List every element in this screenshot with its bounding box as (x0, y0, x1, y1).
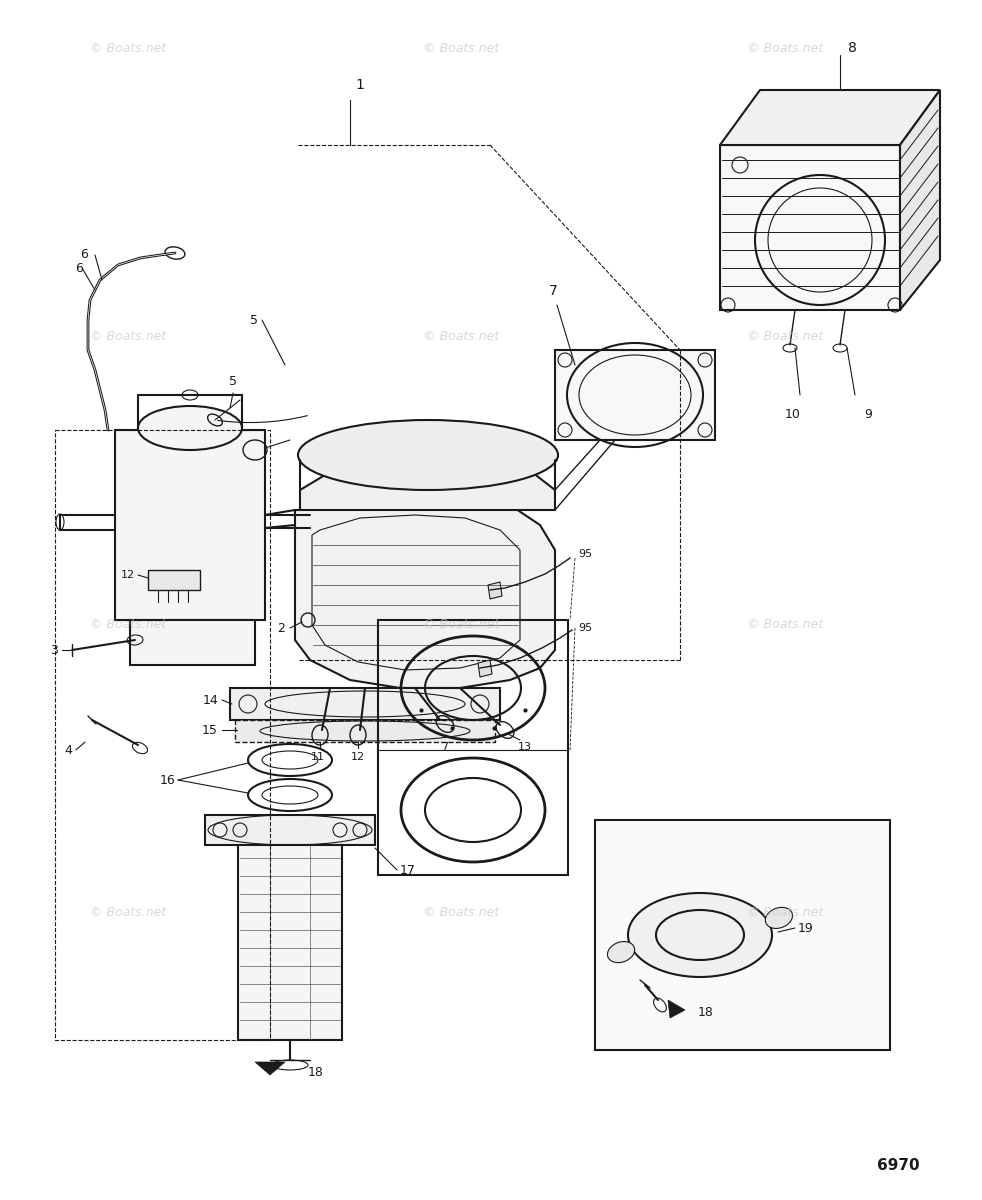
Polygon shape (295, 488, 555, 688)
Ellipse shape (628, 893, 772, 977)
Text: 13: 13 (518, 742, 532, 752)
Text: 6: 6 (75, 262, 82, 275)
Text: 18: 18 (698, 1006, 714, 1019)
Polygon shape (555, 350, 715, 440)
Text: © Boats.net: © Boats.net (423, 330, 500, 342)
Text: 9: 9 (864, 408, 872, 421)
Polygon shape (148, 570, 200, 590)
Polygon shape (488, 582, 502, 599)
Bar (55, 430, 270, 1040)
Text: © Boats.net: © Boats.net (747, 330, 824, 342)
Text: © Boats.net: © Boats.net (747, 906, 824, 918)
Text: © Boats.net: © Boats.net (89, 906, 166, 918)
Bar (378, 620, 568, 875)
Polygon shape (900, 90, 940, 310)
Text: 5: 5 (229, 374, 237, 388)
Bar (595, 820, 890, 1050)
Text: 12: 12 (351, 752, 365, 762)
Text: © Boats.net: © Boats.net (89, 618, 166, 630)
Text: 15: 15 (202, 724, 218, 737)
Text: 7: 7 (549, 284, 558, 298)
Text: 2: 2 (277, 622, 285, 635)
Ellipse shape (138, 406, 242, 450)
Text: 19: 19 (798, 922, 814, 935)
Polygon shape (205, 815, 375, 845)
Polygon shape (720, 145, 900, 310)
Text: 8: 8 (848, 41, 857, 55)
Polygon shape (230, 688, 500, 720)
Polygon shape (668, 1000, 685, 1018)
Text: © Boats.net: © Boats.net (423, 618, 500, 630)
Text: 1: 1 (355, 78, 364, 92)
Text: 3: 3 (50, 643, 58, 656)
Text: © Boats.net: © Boats.net (423, 906, 500, 918)
Text: © Boats.net: © Boats.net (89, 42, 166, 54)
Polygon shape (130, 620, 255, 665)
Text: 4: 4 (64, 744, 72, 756)
Polygon shape (300, 445, 555, 510)
Text: 12: 12 (121, 570, 135, 580)
Text: 18: 18 (308, 1066, 324, 1079)
Polygon shape (238, 845, 342, 1040)
Polygon shape (115, 430, 265, 620)
Ellipse shape (298, 420, 558, 490)
Text: 7: 7 (442, 742, 449, 752)
Ellipse shape (608, 942, 634, 962)
Text: 6: 6 (81, 248, 88, 262)
Text: 10: 10 (785, 408, 801, 421)
Text: © Boats.net: © Boats.net (423, 42, 500, 54)
Text: 95: 95 (578, 550, 592, 559)
Text: 95: 95 (578, 623, 592, 634)
Text: 5: 5 (250, 313, 258, 326)
Text: 17: 17 (400, 864, 415, 876)
Text: © Boats.net: © Boats.net (747, 618, 824, 630)
Text: 11: 11 (311, 752, 325, 762)
Text: 16: 16 (159, 774, 175, 786)
Ellipse shape (765, 907, 792, 929)
Polygon shape (255, 1062, 285, 1075)
Text: 6970: 6970 (877, 1158, 920, 1172)
Polygon shape (720, 90, 940, 145)
Polygon shape (478, 660, 492, 677)
Text: © Boats.net: © Boats.net (89, 330, 166, 342)
Text: © Boats.net: © Boats.net (747, 42, 824, 54)
Polygon shape (235, 720, 495, 742)
Text: 14: 14 (202, 694, 218, 707)
